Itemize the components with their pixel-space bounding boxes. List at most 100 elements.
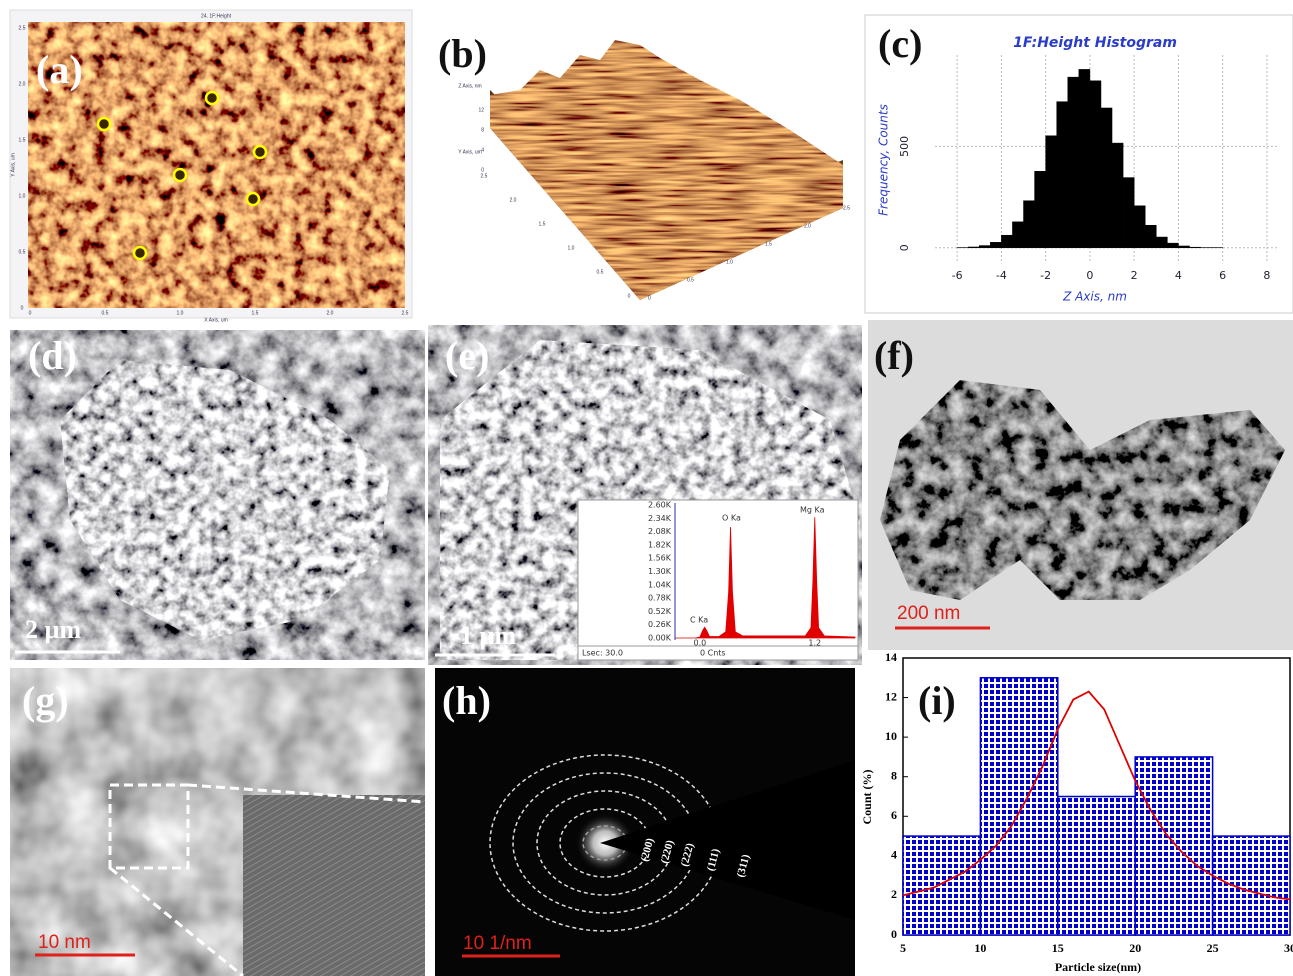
x-tick-label: 25 xyxy=(1207,941,1219,955)
afm-title: 24. 1F:Height xyxy=(201,13,232,19)
panel-label: (e) xyxy=(445,333,489,378)
afm-y-tick: 2.5 xyxy=(19,25,26,31)
bar xyxy=(1135,757,1212,935)
y-tick-label: 10 xyxy=(885,729,897,743)
scale-bar-label: 10 nm xyxy=(38,932,91,953)
bar xyxy=(1189,247,1200,248)
x-tick-label: 6 xyxy=(1219,269,1226,282)
bar xyxy=(1035,171,1046,248)
bar xyxy=(1112,143,1123,248)
footer-text: Lsec: 30.0 xyxy=(582,649,623,658)
afm-x-tick: 2.5 xyxy=(402,310,409,316)
y-tick-label: 1.56K xyxy=(648,554,672,563)
bar xyxy=(979,246,990,248)
surface-x-tick: 0.5 xyxy=(687,277,694,283)
surface-y-tick: 1.0 xyxy=(568,245,575,251)
bar xyxy=(1156,237,1167,248)
y-tick-label: 1.30K xyxy=(648,567,672,576)
panel-label: (h) xyxy=(442,678,491,723)
bar xyxy=(1057,102,1068,248)
y-tick-label: 2.34K xyxy=(648,514,672,523)
bar xyxy=(990,242,1001,247)
annotation: Mg Ka xyxy=(800,506,825,515)
surface-y-tick: 0 xyxy=(628,293,631,299)
x-tick-label: 15 xyxy=(1052,941,1064,955)
y-tick-label: 1.82K xyxy=(648,540,672,549)
y-tick-label: 14 xyxy=(885,650,897,664)
hrtem-inset xyxy=(243,795,425,976)
x-tick-label: 0.0 xyxy=(694,639,707,648)
bar xyxy=(1178,246,1189,248)
surface-x-tick: 1.0 xyxy=(726,259,733,265)
x-tick-label: 0 xyxy=(1086,269,1093,282)
scale-bar-label: 2 µm xyxy=(25,615,81,644)
x-axis-label: Particle size(nm) xyxy=(1055,960,1141,974)
surface-z-tick: 8 xyxy=(481,127,484,133)
afm-x-axis: X Axis, um xyxy=(204,317,228,323)
surface-z-tick: 12 xyxy=(478,107,484,113)
y-axis-label: Frequency, Counts xyxy=(877,104,891,216)
afm-y-tick: 0.5 xyxy=(19,249,26,255)
surface-x-tick: 2.0 xyxy=(804,223,811,229)
page: {"panel_labels": ["(a)", "(b)", "(c)", "… xyxy=(0,0,1293,976)
y-tick-label: 6 xyxy=(891,808,897,822)
y-axis-label: Count (%) xyxy=(860,769,874,824)
bar xyxy=(903,836,980,935)
panel-label: (d) xyxy=(28,333,77,378)
x-tick-label: 10 xyxy=(974,941,986,955)
surface-x-tick: 0 xyxy=(648,295,651,301)
y-tick-label: 500 xyxy=(898,136,911,157)
y-tick-label: 0 xyxy=(891,927,897,941)
surface-z-axis: Z Axis, nm xyxy=(458,83,481,89)
bar xyxy=(1167,243,1178,248)
x-tick-label: -4 xyxy=(996,269,1007,282)
y-tick-label: 2.60K xyxy=(648,501,672,510)
bar xyxy=(1145,225,1156,248)
bar xyxy=(1046,136,1057,248)
bar xyxy=(1001,235,1012,248)
panel-label: (b) xyxy=(438,31,487,76)
y-tick-label: 2 xyxy=(891,887,897,901)
panel-label: (i) xyxy=(918,678,956,723)
scale-bar-label: 200 nm xyxy=(897,603,960,624)
afm-y-tick: 1.0 xyxy=(19,193,26,199)
panel-label: (f) xyxy=(874,333,914,378)
bar xyxy=(1123,178,1134,248)
annotation: C Ka xyxy=(690,616,708,625)
surface-y-tick: 2.5 xyxy=(481,173,488,179)
afm-image xyxy=(28,22,405,308)
surface-x-tick: 2.5 xyxy=(843,205,850,211)
bar xyxy=(1101,108,1112,248)
afm-y-tick: 0 xyxy=(21,305,24,311)
surface-x-tick: 1.5 xyxy=(765,241,772,247)
bar xyxy=(980,678,1057,935)
afm-x-tick: 0 xyxy=(29,310,32,316)
afm-x-tick: 1.0 xyxy=(177,310,184,316)
surface-y-tick: 1.5 xyxy=(539,221,546,227)
figure: 24. 1F:Height X Axis, um Y Axis, um 0 0.5… xyxy=(0,0,1293,976)
afm-y-axis: Y Axis, um xyxy=(10,153,16,177)
afm-x-tick: 0.5 xyxy=(102,310,109,316)
bar xyxy=(1090,81,1101,248)
y-tick-label: 0.78K xyxy=(648,594,672,603)
y-tick-label: 4 xyxy=(891,848,897,862)
afm-y-tick: 2.0 xyxy=(19,81,26,87)
y-tick-label: 0 xyxy=(898,244,911,251)
y-tick-label: 2.08K xyxy=(648,527,672,536)
y-tick-label: 0.52K xyxy=(648,607,672,616)
annotation: O Ka xyxy=(722,514,741,523)
x-tick-label: 30 xyxy=(1284,941,1293,955)
panel-label: (a) xyxy=(36,47,83,92)
surface-y-tick: 0.5 xyxy=(597,269,604,275)
x-tick-label: -2 xyxy=(1040,269,1051,282)
scale-bar-label: 10 1/nm xyxy=(463,933,532,954)
x-tick-label: 20 xyxy=(1129,941,1141,955)
x-tick-label: 5 xyxy=(900,941,906,955)
afm-y-tick: 1.5 xyxy=(19,137,26,143)
bar xyxy=(1079,69,1090,247)
y-tick-label: 8 xyxy=(891,768,897,782)
bar xyxy=(1024,201,1035,248)
scale-bar-label: 1 µm xyxy=(460,621,516,650)
chart-title: 1F:Height Histogram xyxy=(1013,35,1177,51)
afm-x-tick: 2.0 xyxy=(327,310,334,316)
